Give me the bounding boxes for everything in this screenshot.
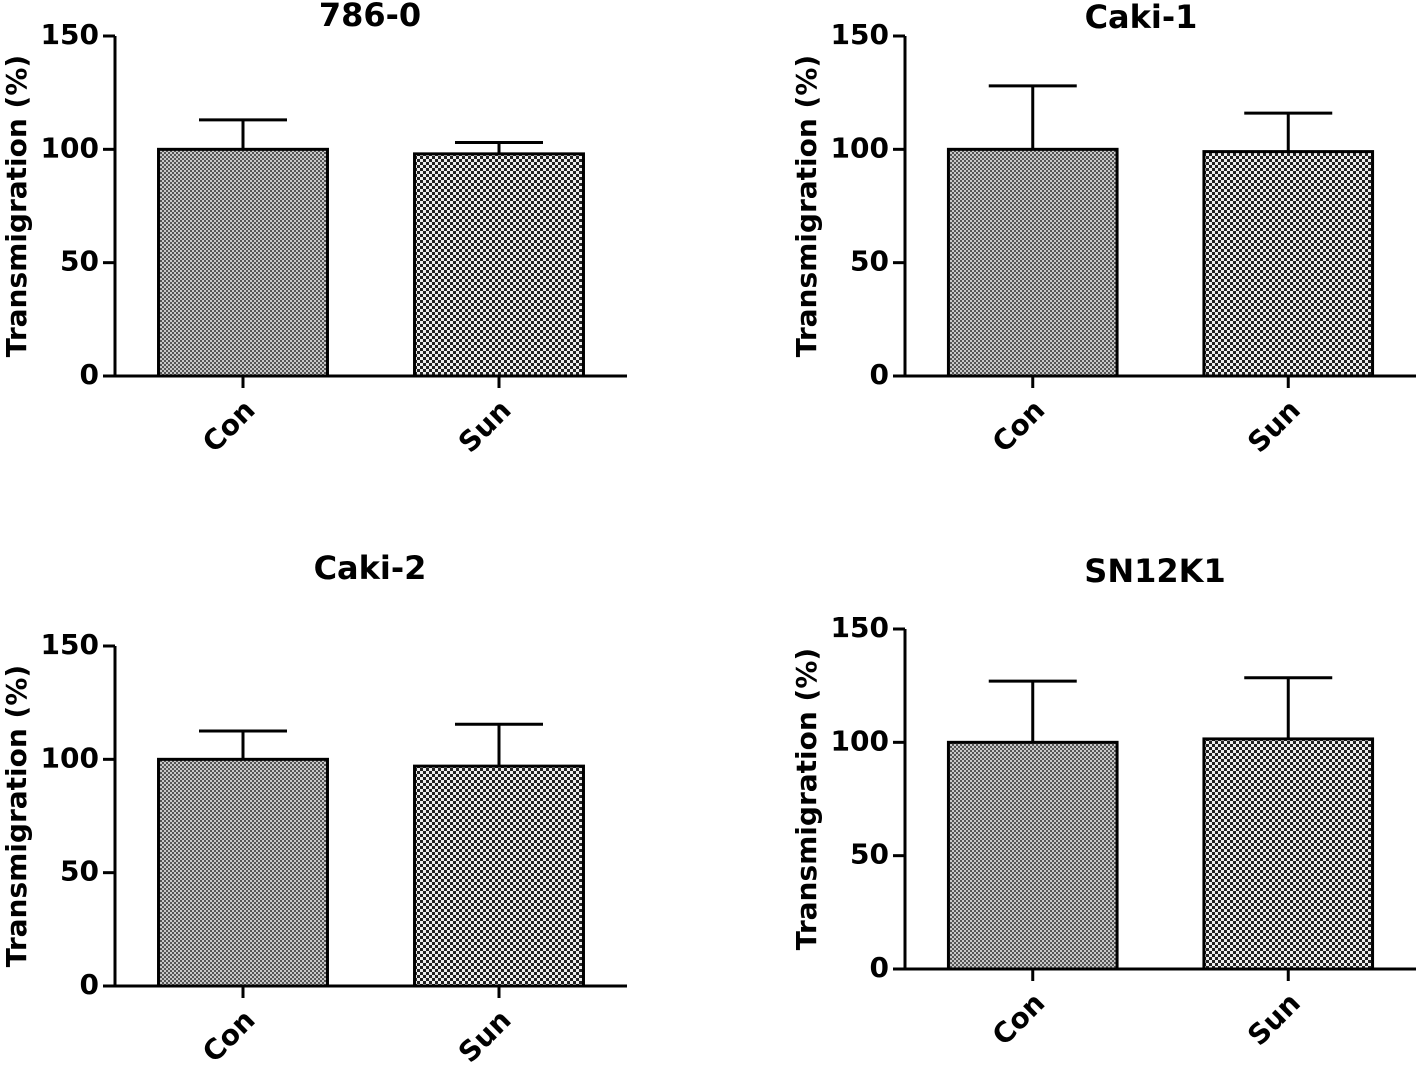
x-tick-label: Sun — [452, 393, 518, 459]
x-tick-label: Sun — [1241, 986, 1307, 1052]
bar — [157, 147, 329, 378]
bar — [413, 152, 585, 378]
y-axis-label: Transmigration (%) — [0, 55, 33, 357]
y-tick-label: 100 — [41, 131, 99, 164]
y-tick-label: 100 — [831, 131, 889, 164]
bar — [946, 147, 1119, 378]
bar — [413, 764, 585, 988]
x-tick-label: Con — [986, 986, 1052, 1052]
y-axis-label: Transmigration (%) — [790, 648, 823, 950]
y-tick-label: 0 — [80, 358, 99, 391]
x-tick-label: Con — [196, 1003, 262, 1066]
bar — [1202, 150, 1375, 378]
x-tick-label: Sun — [1241, 393, 1307, 459]
bar — [946, 740, 1119, 971]
x-tick-label: Con — [196, 393, 262, 459]
y-tick-label: 50 — [850, 838, 889, 871]
y-tick-label: 100 — [831, 724, 889, 757]
panel-title: SN12K1 — [1084, 552, 1225, 590]
y-tick-label: 50 — [60, 855, 99, 888]
y-tick-label: 150 — [41, 18, 99, 51]
y-axis-label: Transmigration (%) — [790, 55, 823, 357]
y-tick-label: 50 — [850, 245, 889, 278]
y-tick-label: 150 — [41, 628, 99, 661]
y-tick-label: 150 — [831, 18, 889, 51]
bar — [157, 757, 329, 988]
y-tick-label: 0 — [870, 358, 889, 391]
y-tick-label: 150 — [831, 611, 889, 644]
y-tick-label: 50 — [60, 245, 99, 278]
x-tick-label: Sun — [452, 1003, 518, 1066]
y-tick-label: 0 — [870, 951, 889, 984]
y-tick-label: 0 — [80, 968, 99, 1001]
x-tick-label: Con — [986, 393, 1052, 459]
panel-title: Caki-1 — [1085, 0, 1198, 36]
y-tick-label: 100 — [41, 741, 99, 774]
panel-title: Caki-2 — [314, 549, 427, 587]
panel-title: 786-0 — [319, 0, 421, 34]
bar — [1202, 737, 1375, 971]
y-axis-label: Transmigration (%) — [0, 665, 33, 967]
